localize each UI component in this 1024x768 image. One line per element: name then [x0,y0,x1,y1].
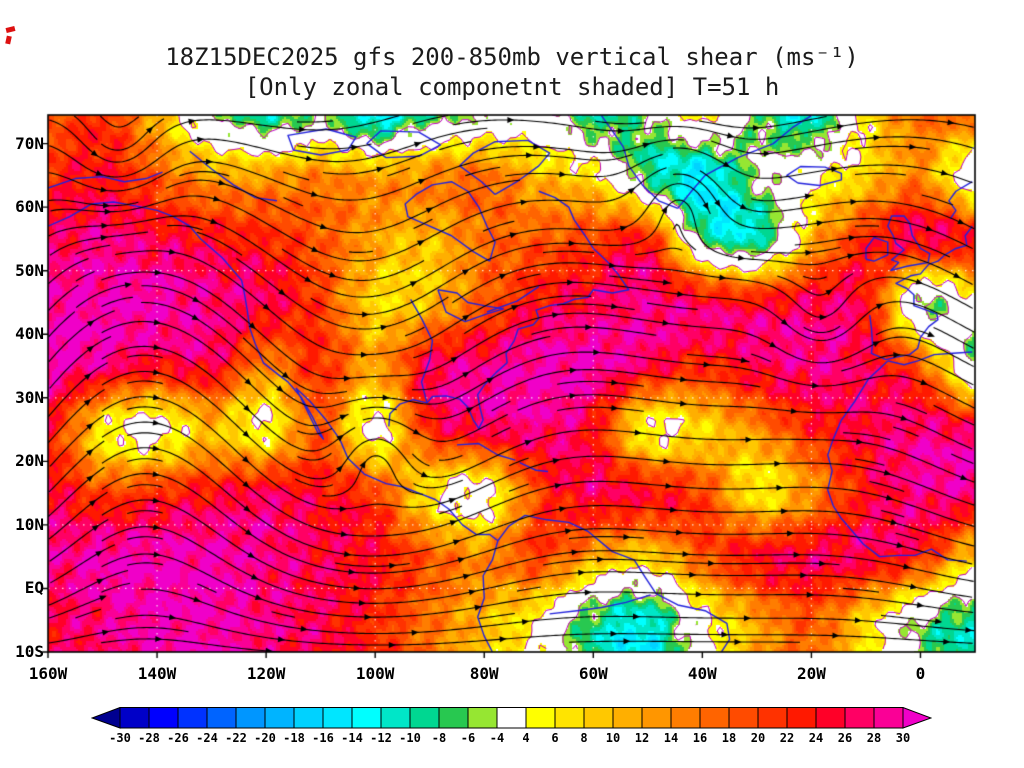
colorbar-tick-label: 22 [779,731,795,745]
colorbar-tick-label: -24 [196,731,218,745]
colorbar-tick-label: 10 [605,731,621,745]
x-axis-tick-label: 80W [469,664,499,683]
colorbar-tick-label: 20 [750,731,766,745]
y-axis-tick-label: 10N [15,514,44,534]
y-axis-tick-label: 60N [15,197,44,217]
colorbar-tick-label: 18 [721,731,737,745]
colorbar-tick-label: -22 [225,731,247,745]
x-axis-tick-label: 140W [137,664,177,683]
shear-map-canvas [28,105,995,672]
colorbar-tick-label: -12 [370,731,392,745]
y-axis-tick-label: 10S [15,642,44,661]
x-axis-tick-label: 100W [355,664,395,683]
chart-title: 18Z15DEC2025 gfs 200-850mb vertical shea… [165,43,859,71]
colorbar: -30 -28 -26 -24 -22 -20 -18 -16 -14 -12 -10 -8 -6 -4 4… [91,707,933,751]
x-axis-tick-label: 120W [246,664,286,683]
x-axis-tick-label: 60W [578,664,608,683]
colorbar-right-arrow [902,707,932,729]
colorbar-tick-label: 16 [692,731,708,745]
y-axis-tick-label: 50N [15,260,44,280]
x-axis-tick-label: 0 [915,664,926,683]
colorbar-tick-label: -30 [109,731,131,745]
title-block: 18Z15DEC2025 gfs 200-850mb vertical shea… [0,42,1024,102]
y-axis-tick-label: 40N [15,324,44,344]
colorbar-tick-label: -18 [283,731,305,745]
x-axis-tick-label: 20W [796,664,826,683]
x-axis-tick-label: 40W [687,664,717,683]
y-axis-tick-label: EQ [24,578,44,598]
colorbar-tick-label: 12 [634,731,650,745]
colorbar-tick-label: -10 [399,731,421,745]
colorbar-tick-label: 28 [866,731,882,745]
colorbar-tick-label: 8 [580,731,588,745]
y-axis-tick-label: 20N [15,451,44,471]
colorbar-tick-labels: -30 -28 -26 -24 -22 -20 -18 -16 -14 -12 -10 -8 -6 -4 4… [91,707,933,751]
colorbar-tick-label: 6 [551,731,559,745]
colorbar-tick-label: 26 [837,731,853,745]
colorbar-tick-label: -20 [254,731,276,745]
colorbar-tick-label: -16 [312,731,334,745]
y-axis-tick-label: 30N [15,387,44,407]
colorbar-tick-label: 4 [522,731,530,745]
colorbar-tick-label: 14 [663,731,679,745]
chart-subtitle: [Only zonal componetnt shaded] T=51 h [244,73,780,101]
corner-stamp-mark [5,25,16,34]
colorbar-tick-label: 24 [808,731,824,745]
colorbar-tick-label: 30 [895,731,911,745]
x-axis-tick-label: 160W [28,664,68,683]
colorbar-tick-label: -4 [489,731,505,745]
colorbar-tick-label: -14 [341,731,363,745]
colorbar-tick-label: -26 [167,731,189,745]
colorbar-tick-label: -8 [431,731,447,745]
y-axis-tick-label: 70N [15,133,44,153]
colorbar-tick-label: -6 [460,731,476,745]
colorbar-swatches [91,707,932,729]
colorbar-tick-label: -28 [138,731,160,745]
